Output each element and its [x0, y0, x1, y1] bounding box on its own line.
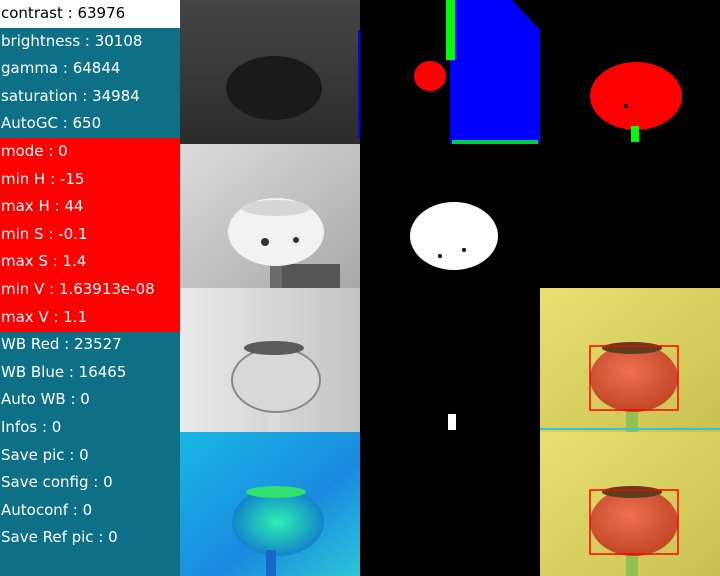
black-empty-view: [360, 432, 540, 576]
setting-auto-wb[interactable]: Auto WB : 0: [1, 390, 90, 409]
detection-view-bottom: [540, 432, 720, 576]
setting-max-h[interactable]: max H : 44: [1, 197, 84, 216]
setting-brightness[interactable]: brightness : 30108: [1, 31, 143, 50]
setting-contrast[interactable]: contrast : 63976: [0, 0, 180, 28]
setting-min-h[interactable]: min H : -15: [1, 169, 85, 188]
setting-save-ref-pic[interactable]: Save Ref pic : 0: [1, 528, 118, 547]
setting-wb-blue[interactable]: WB Blue : 16465: [1, 362, 127, 381]
segmentation-color-mask: [360, 0, 540, 144]
hue-colormap-view: [180, 432, 360, 576]
setting-infos[interactable]: Infos : 0: [1, 418, 62, 436]
setting-mode[interactable]: mode : 0: [1, 142, 68, 160]
setting-max-v[interactable]: max V : 1.1: [1, 307, 88, 326]
camera-view-dark: [180, 0, 360, 144]
setting-autoconf[interactable]: Autoconf : 0: [1, 500, 93, 519]
setting-save-pic[interactable]: Save pic : 0: [1, 445, 89, 464]
setting-save-config[interactable]: Save config : 0: [1, 473, 113, 492]
setting-saturation[interactable]: saturation : 34984: [1, 86, 140, 105]
red-object-mask: [540, 0, 720, 144]
setting-max-s[interactable]: max S : 1.4: [1, 252, 87, 271]
detection-view-top: [540, 288, 720, 432]
setting-min-s[interactable]: min S : -0.1: [1, 224, 88, 243]
hsv-settings-group: [0, 138, 180, 332]
settings-panel: [0, 0, 180, 576]
white-blob-mask: [360, 144, 540, 288]
setting-wb-red[interactable]: WB Red : 23527: [1, 335, 122, 354]
small-blob-mask: [360, 288, 540, 432]
black-empty-view-2: [540, 144, 720, 288]
camera-view-light: [180, 144, 360, 288]
setting-gamma[interactable]: gamma : 64844: [1, 59, 121, 78]
setting-min-v[interactable]: min V : 1.63913e-08: [1, 280, 155, 298]
setting-autogc[interactable]: AutoGC : 650: [1, 114, 102, 133]
camera-view-contrast: [180, 288, 360, 432]
